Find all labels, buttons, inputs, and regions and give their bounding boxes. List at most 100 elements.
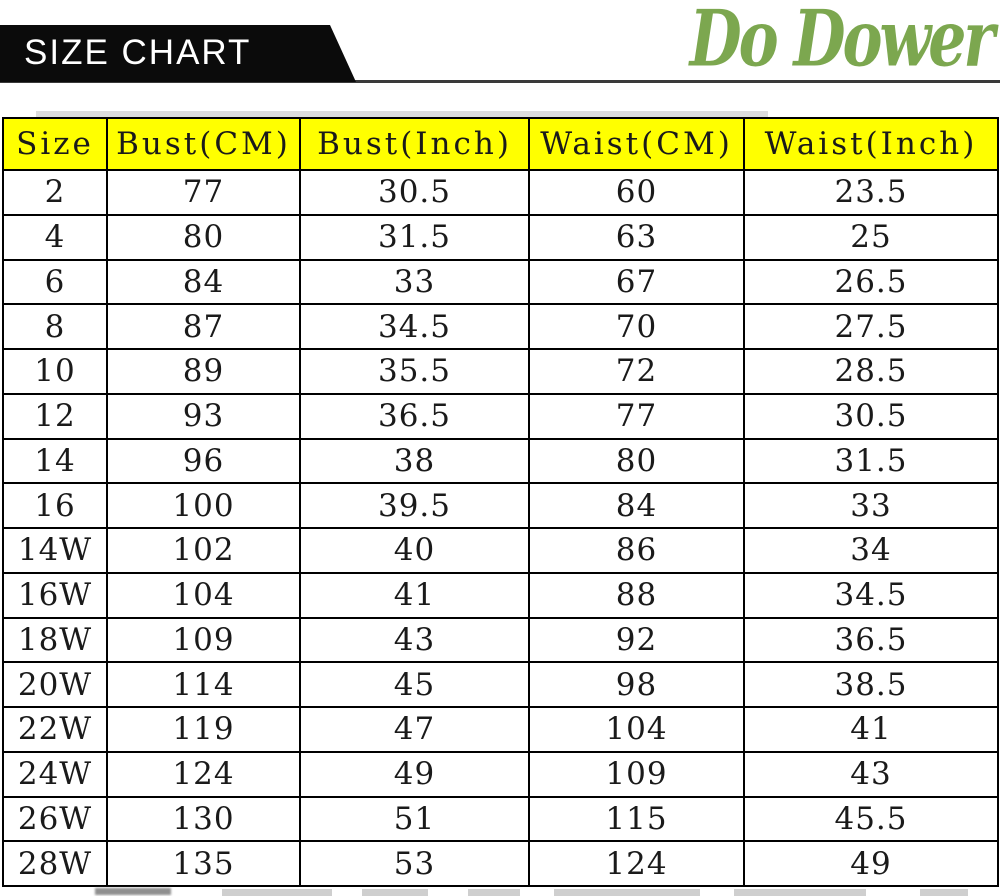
table-cell: 10	[2, 348, 108, 395]
table-cell: 100	[106, 482, 301, 529]
table-cell: 77	[106, 169, 301, 216]
table-cell: 12	[2, 392, 108, 440]
cropped-artifact	[554, 889, 700, 896]
table-cell: 36.5	[743, 616, 999, 664]
table-cell: 24W	[2, 750, 108, 798]
table-cell: 60	[528, 169, 745, 216]
table-cell: 18W	[2, 616, 108, 664]
table-cell: 51	[299, 795, 530, 843]
table-cell: 14W	[2, 527, 108, 574]
table-row: 4 80 31.5 63 25	[2, 213, 999, 261]
table-cell: 33	[299, 258, 530, 306]
table-cell: 130	[106, 795, 301, 843]
table-cell: 35.5	[299, 348, 530, 395]
table-cell: 93	[106, 392, 301, 440]
table-cell: 109	[528, 750, 745, 798]
table-cell: 28.5	[743, 348, 999, 395]
table-cell: 47	[299, 706, 530, 753]
table-row: 26W 130 51 115 45.5	[2, 795, 999, 843]
column-header: Bust(Inch)	[299, 117, 530, 171]
table-cell: 72	[528, 348, 745, 395]
table-cell: 2	[2, 169, 108, 216]
table-row: 18W 109 43 92 36.5	[2, 616, 999, 664]
table-header-row: Size Bust(CM) Bust(Inch) Waist(CM) Waist(Inc…	[2, 117, 999, 171]
table-cell: 109	[106, 616, 301, 664]
table-cell: 30.5	[743, 392, 999, 440]
cropped-artifact	[362, 889, 428, 896]
table-cell: 104	[528, 706, 745, 753]
table-cell: 124	[106, 750, 301, 798]
table-cell: 36.5	[299, 392, 530, 440]
table-cell: 70	[528, 303, 745, 350]
table-row: 14 96 38 80 31.5	[2, 437, 999, 485]
table-cell: 92	[528, 616, 745, 664]
table-cell: 63	[528, 213, 745, 261]
table-cell: 16	[2, 482, 108, 529]
table-cell: 26.5	[743, 258, 999, 306]
table-cell: 20W	[2, 661, 108, 708]
table-row: 22W 119 47 104 41	[2, 706, 999, 753]
table-cell: 34	[743, 527, 999, 574]
table-cell: 31.5	[299, 213, 530, 261]
size-chart-banner: SIZE CHART	[0, 25, 356, 82]
table-row: 16 100 39.5 84 33	[2, 482, 999, 529]
table-row: 2 77 30.5 60 23.5	[2, 169, 999, 216]
table-cell: 96	[106, 437, 301, 485]
table-cell: 27.5	[743, 303, 999, 350]
column-header: Waist(Inch)	[743, 117, 999, 171]
table-cell: 124	[528, 840, 745, 887]
table-cell: 31.5	[743, 437, 999, 485]
table-cell: 41	[299, 571, 530, 619]
column-header: Waist(CM)	[528, 117, 745, 171]
table-cell: 84	[106, 258, 301, 306]
table-cell: 115	[528, 795, 745, 843]
table-cell: 14	[2, 437, 108, 485]
table-cell: 26W	[2, 795, 108, 843]
table-cell: 45.5	[743, 795, 999, 843]
table-cell: 30.5	[299, 169, 530, 216]
table-cell: 22W	[2, 706, 108, 753]
table-cell: 88	[528, 571, 745, 619]
size-chart-table: Size Bust(CM) Bust(Inch) Waist(CM) Waist(Inc…	[2, 117, 999, 887]
table-row: 6 84 33 67 26.5	[2, 258, 999, 306]
table-cell: 49	[299, 750, 530, 798]
header-divider-line	[0, 80, 1000, 83]
table-row: 20W 114 45 98 38.5	[2, 661, 999, 708]
table-row: 28W 135 53 124 49	[2, 840, 999, 887]
table-cell: 34.5	[299, 303, 530, 350]
table-row: 24W 124 49 109 43	[2, 750, 999, 798]
table-cell: 4	[2, 213, 108, 261]
table-row: 16W 104 41 88 34.5	[2, 571, 999, 619]
table-row: 14W 102 40 86 34	[2, 527, 999, 574]
table-cell: 43	[743, 750, 999, 798]
table-cell: 38	[299, 437, 530, 485]
table-cell: 104	[106, 571, 301, 619]
table-cell: 135	[106, 840, 301, 887]
table-cell: 45	[299, 661, 530, 708]
cropped-artifact	[222, 889, 332, 896]
table-row: 8 87 34.5 70 27.5	[2, 303, 999, 350]
table-cell: 80	[528, 437, 745, 485]
table-cell: 39.5	[299, 482, 530, 529]
table-cell: 8	[2, 303, 108, 350]
table-cell: 84	[528, 482, 745, 529]
table-cell: 86	[528, 527, 745, 574]
cropped-artifact	[95, 888, 171, 895]
page-title: SIZE CHART	[24, 32, 252, 72]
cropped-artifact	[734, 889, 866, 896]
table-row: 10 89 35.5 72 28.5	[2, 348, 999, 395]
table-cell: 41	[743, 706, 999, 753]
column-header: Bust(CM)	[106, 117, 301, 171]
table-cell: 34.5	[743, 571, 999, 619]
brand-logo: Do Dower	[689, 0, 995, 85]
table-cell: 38.5	[743, 661, 999, 708]
table-cell: 49	[743, 840, 999, 887]
table-cell: 43	[299, 616, 530, 664]
table-cell: 102	[106, 527, 301, 574]
table-cell: 87	[106, 303, 301, 350]
table-cell: 89	[106, 348, 301, 395]
table-row: 12 93 36.5 77 30.5	[2, 392, 999, 440]
table-cell: 33	[743, 482, 999, 529]
table-cell: 25	[743, 213, 999, 261]
